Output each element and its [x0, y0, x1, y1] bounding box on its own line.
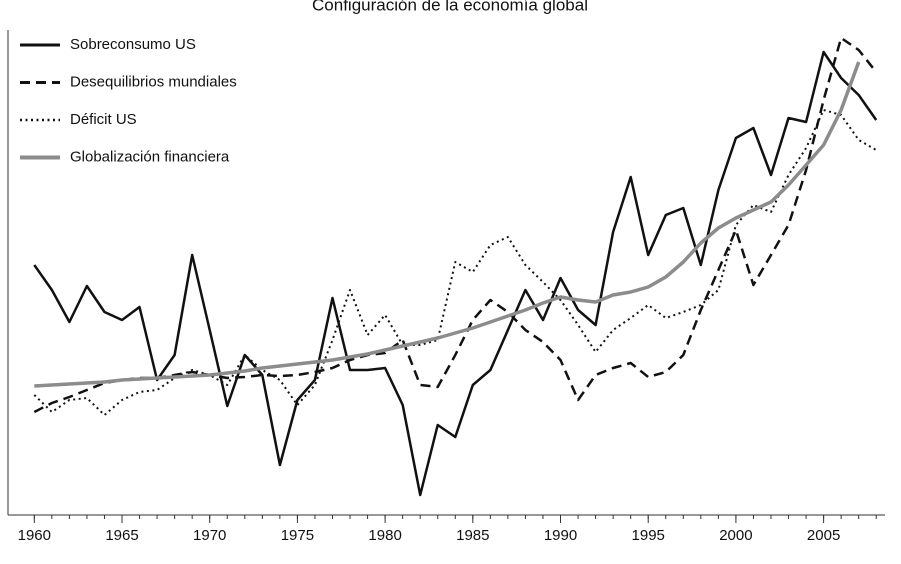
series-line	[33, 50, 878, 497]
series-line	[34, 61, 861, 388]
legend-label: Globalización financiera	[70, 148, 230, 165]
x-tick-label: 1985	[456, 527, 489, 544]
legend-label: Desequilibrios mundiales	[70, 73, 237, 90]
x-tick-label: 1970	[193, 527, 226, 544]
x-tick-label: 1960	[18, 527, 51, 544]
chart-title: Configuración de la economía global	[312, 0, 588, 14]
legend-label: Déficit US	[70, 111, 137, 128]
series-line	[33, 36, 878, 414]
x-tick-label: 1995	[632, 527, 665, 544]
x-tick-label: 1980	[368, 527, 401, 544]
x-tick-label: 2000	[719, 527, 752, 544]
x-tick-label: 1965	[105, 527, 138, 544]
x-tick-label: 1990	[544, 527, 577, 544]
x-tick-label: 2005	[807, 527, 840, 544]
legend-label: Sobreconsumo US	[70, 36, 196, 53]
series-line	[33, 109, 877, 416]
x-tick-label: 1975	[281, 527, 314, 544]
